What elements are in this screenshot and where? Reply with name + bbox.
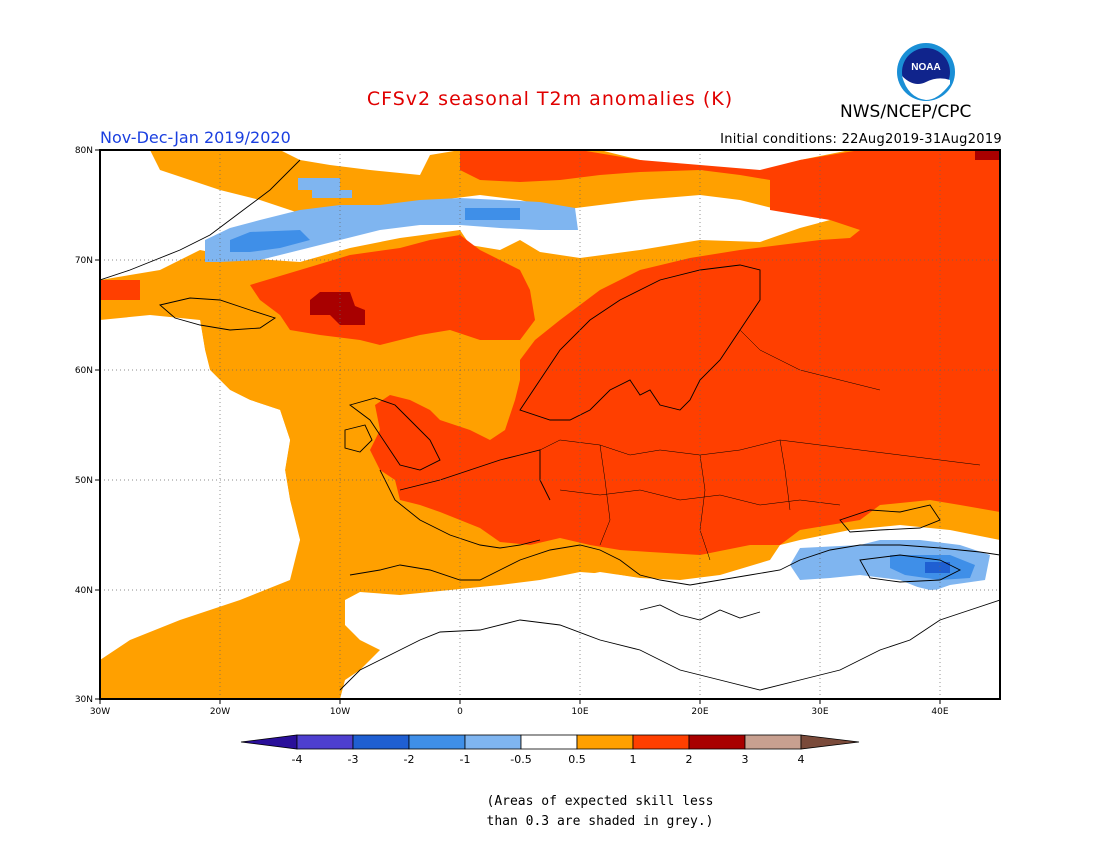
legend-tick-label: -4	[292, 753, 303, 766]
agency-label: NWS/NCEP/CPC	[840, 102, 972, 122]
lon-label: 10W	[330, 707, 350, 717]
lat-label: 80N	[75, 146, 93, 156]
lon-label: 10E	[571, 707, 588, 717]
skill-footnote: (Areas of expected skill less than 0.3 a…	[470, 792, 730, 832]
neutral-region	[345, 570, 1000, 699]
legend-tick-label: -1	[460, 753, 471, 766]
footnote-line: than 0.3 are shaded in grey.)	[486, 814, 714, 829]
anomaly-shading	[100, 150, 1000, 699]
legend-swatch	[688, 734, 746, 750]
legend-tick-label: 3	[742, 753, 749, 766]
lon-label: 40E	[931, 707, 948, 717]
red-anomaly-region	[370, 150, 1000, 555]
dark-red-anomaly-region	[975, 150, 1000, 160]
lon-label: 20W	[210, 707, 230, 717]
legend-tick-label: -0.5	[510, 753, 531, 766]
longitude-labels: 30W 20W 10W 0 10E 20E 30E 40E	[90, 707, 949, 717]
light-blue-anomaly-region	[298, 178, 352, 198]
neutral-region	[100, 320, 300, 575]
dark-blue-anomaly-region	[925, 562, 950, 573]
legend-tick-label: -3	[348, 753, 359, 766]
noaa-logo-text: NOAA	[911, 62, 940, 73]
lat-label: 60N	[75, 366, 93, 376]
legend-swatch	[464, 734, 522, 750]
legend-swatch	[408, 734, 466, 750]
lon-label: 30E	[811, 707, 828, 717]
lon-label: 20E	[691, 707, 708, 717]
legend-tick-label: -2	[404, 753, 415, 766]
legend-swatch	[296, 734, 354, 750]
map-title: CFSv2 seasonal T2m anomalies (K)	[366, 88, 734, 110]
initial-conditions: Initial conditions: 22Aug2019-31Aug2019	[720, 132, 1002, 147]
axis-ticks	[95, 149, 941, 704]
lat-label: 70N	[75, 256, 93, 266]
blue-anomaly-region	[230, 230, 310, 252]
legend-tick-label: 4	[798, 753, 805, 766]
legend-tick-labels: -4 -3 -2 -1 -0.5 0.5 1 2 3 4	[292, 753, 805, 766]
forecast-period: Nov-Dec-Jan 2019/2020	[100, 128, 291, 147]
legend-swatch	[744, 734, 802, 750]
lon-label: 30W	[90, 707, 110, 717]
red-anomaly-region	[250, 235, 535, 345]
legend-arrow-low	[240, 734, 298, 750]
map-frame	[99, 149, 1001, 700]
lat-label: 30N	[75, 695, 93, 705]
blue-anomaly-region	[465, 208, 520, 220]
legend-tick-label: 0.5	[568, 753, 586, 766]
country-borders	[539, 329, 981, 561]
coastlines	[100, 159, 1000, 691]
legend-swatch	[632, 734, 690, 750]
legend-swatch	[520, 734, 578, 750]
legend-swatch	[576, 734, 634, 750]
red-anomaly-region	[100, 280, 140, 300]
latitude-labels: 80N 70N 60N 50N 40N 30N	[75, 146, 93, 705]
dark-red-anomaly-region	[310, 292, 365, 325]
noaa-logo: NOAA	[897, 43, 955, 101]
lat-label: 50N	[75, 476, 93, 486]
legend-tick-label: 1	[630, 753, 637, 766]
color-legend	[240, 734, 860, 750]
legend-swatch	[352, 734, 410, 750]
lat-label: 40N	[75, 586, 93, 596]
footnote-line: (Areas of expected skill less	[486, 794, 714, 809]
legend-arrow-high	[800, 734, 860, 750]
legend-tick-label: 2	[686, 753, 693, 766]
lon-label: 0	[457, 707, 463, 717]
